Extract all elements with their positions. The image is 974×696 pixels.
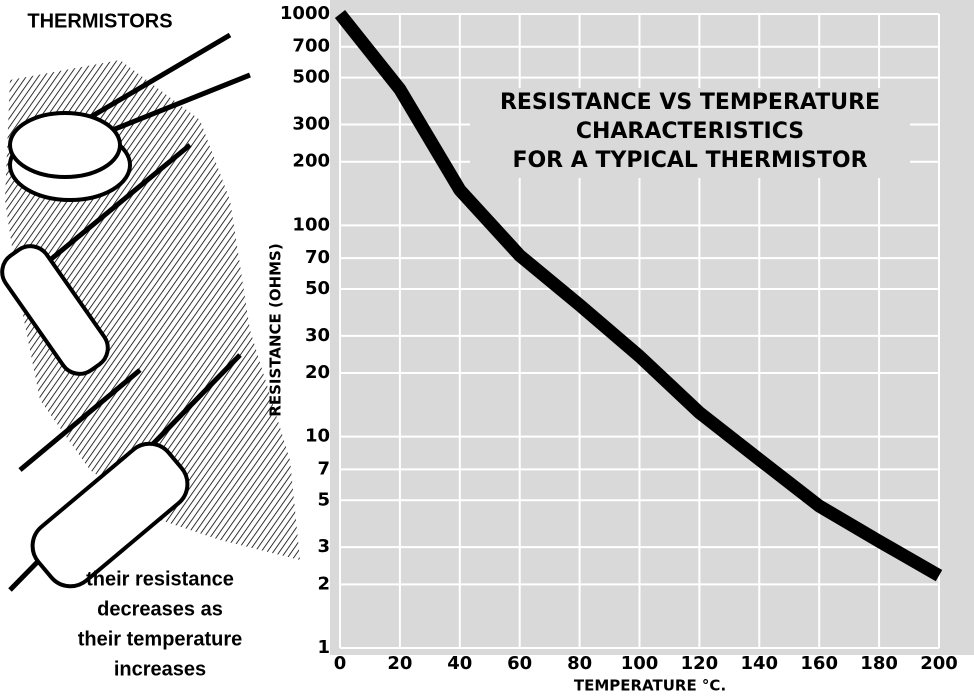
y-tick-label: 20 xyxy=(305,362,330,383)
x-tick-label: 100 xyxy=(621,653,659,674)
y-tick-label: 3 xyxy=(317,536,330,557)
x-tick-label: 180 xyxy=(860,653,898,674)
caption-line: increases xyxy=(114,658,206,680)
x-axis-label: TEMPERATURE °C. xyxy=(574,677,726,695)
y-tick-label: 500 xyxy=(292,67,330,88)
lead xyxy=(18,368,142,472)
y-axis-label: RESISTANCE (OHMS) xyxy=(267,243,285,416)
y-tick-label: 70 xyxy=(305,247,330,268)
x-tick-label: 120 xyxy=(681,653,719,674)
curve xyxy=(334,9,943,582)
caption-line: decreases as xyxy=(97,598,223,620)
chart-title: FOR A TYPICAL THERMISTOR xyxy=(512,148,867,173)
lead xyxy=(48,143,192,262)
y-tick-label: 2 xyxy=(317,573,330,594)
x-tick-label: 0 xyxy=(334,653,347,674)
chart-title: RESISTANCE VS TEMPERATURE xyxy=(500,90,880,115)
y-tick-label: 1000 xyxy=(280,3,330,24)
x-tick-label: 60 xyxy=(507,653,532,674)
x-tick-label: 140 xyxy=(741,653,779,674)
illustration-label: THERMISTORS xyxy=(27,10,172,32)
illustration: THERMISTORS their resistance decreases a… xyxy=(0,10,300,680)
y-tick-label: 30 xyxy=(305,325,330,346)
y-tick-label: 5 xyxy=(317,489,330,510)
rod-thermistor xyxy=(0,244,110,376)
y-tick-label: 300 xyxy=(292,114,330,135)
caption-line: their temperature xyxy=(78,628,243,650)
plot-area xyxy=(334,9,943,649)
x-tick-label: 40 xyxy=(447,653,472,674)
disc-top xyxy=(8,111,122,179)
y-tick-label: 100 xyxy=(292,214,330,235)
x-tick-label: 20 xyxy=(387,653,412,674)
x-tick-label: 200 xyxy=(920,653,958,674)
y-tick-label: 700 xyxy=(292,36,330,57)
y-tick-label: 7 xyxy=(317,458,330,479)
title-background xyxy=(470,88,910,178)
y-tick-label: 1 xyxy=(317,637,330,658)
cylinder-thermistor xyxy=(30,441,190,589)
title-box: RESISTANCE VS TEMPERATURE CHARACTERISTIC… xyxy=(470,88,910,178)
y-tick-label: 50 xyxy=(305,278,330,299)
y-tick-label: 200 xyxy=(292,151,330,172)
chart-title: CHARACTERISTICS xyxy=(576,119,804,144)
caption-line: their resistance xyxy=(86,568,234,590)
x-tick-label: 160 xyxy=(800,653,838,674)
x-tick-label: 80 xyxy=(567,653,592,674)
y-tick-label: 10 xyxy=(305,426,330,447)
